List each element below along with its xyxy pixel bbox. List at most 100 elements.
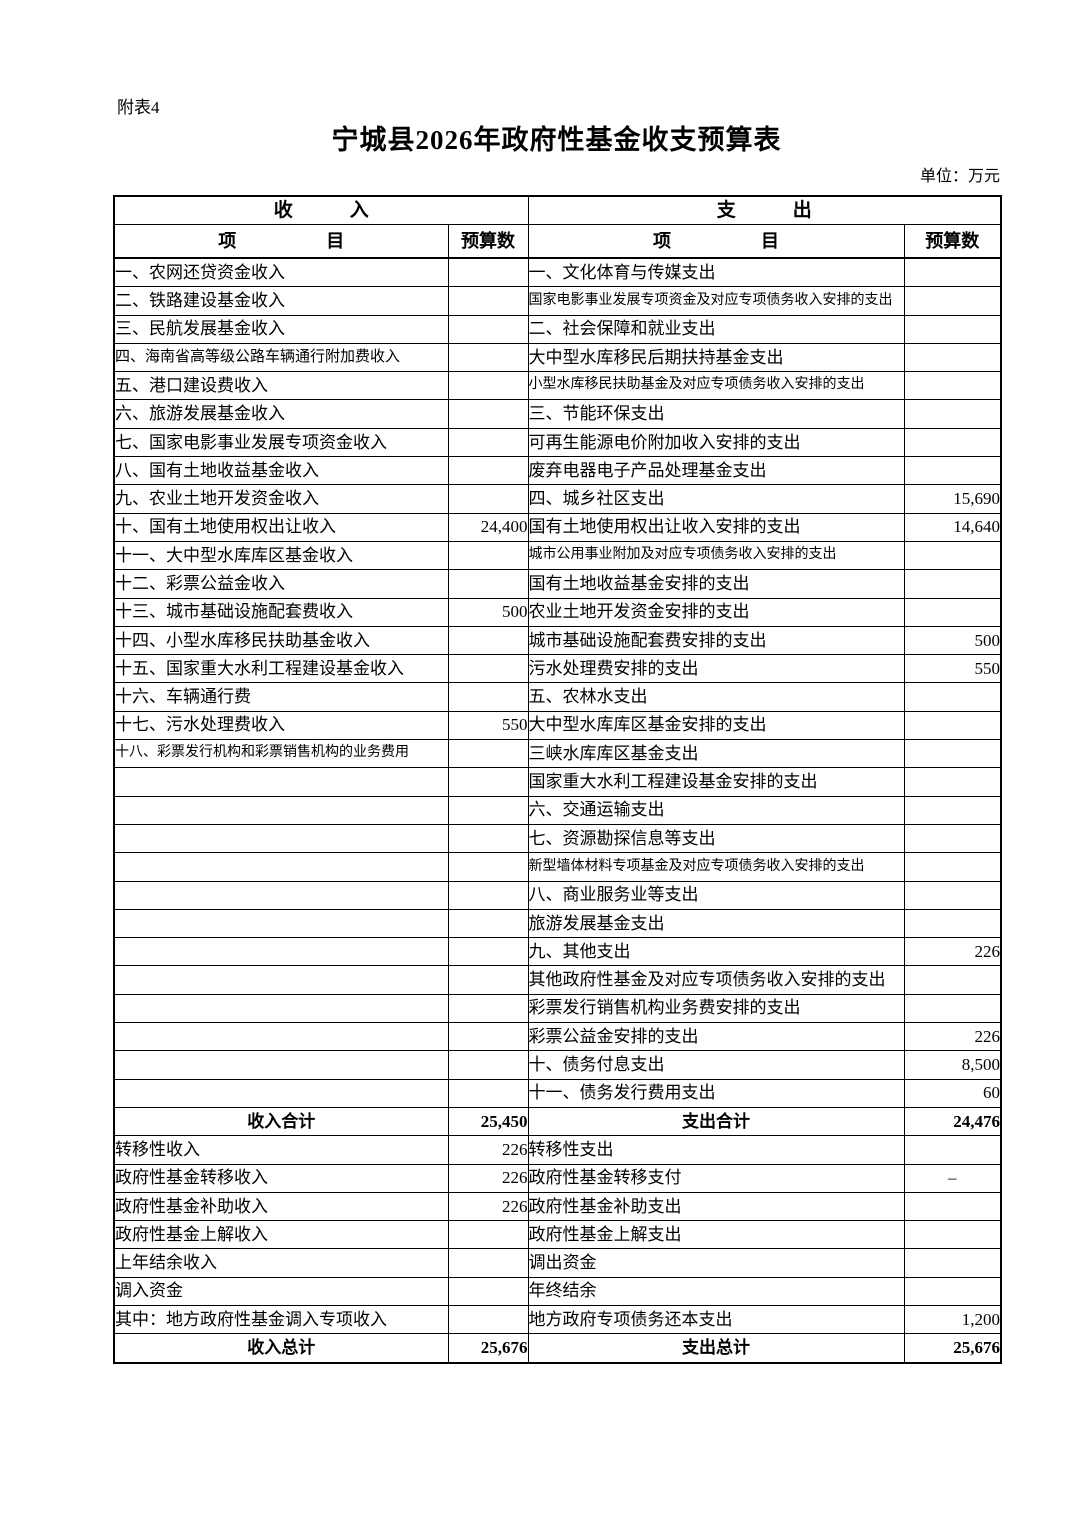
- table-row: 政府性基金上解收入 政府性基金上解支出: [113, 1220, 1002, 1250]
- expenditure-budget-cell: 24,476: [903, 1106, 1002, 1137]
- income-item-cell: 七、国家电影事业发展专项资金收入: [113, 427, 449, 458]
- income-item-cell: 四、海南省高等级公路车辆通行附加费收入: [113, 342, 449, 373]
- income-item-cell: [113, 965, 449, 995]
- income-item-cell: 十四、小型水库移民扶助基金收入: [113, 625, 449, 656]
- table-row: 九、农业土地开发资金收入 四、城乡社区支出 15,690: [113, 484, 1002, 514]
- expenditure-budget-cell: [903, 540, 1002, 571]
- expenditure-item-cell: 五、农林水支出: [527, 682, 905, 712]
- income-budget-cell: [447, 1220, 529, 1250]
- income-item-cell: 政府性基金补助收入: [113, 1191, 449, 1222]
- income-item-cell: 十二、彩票公益金收入: [113, 569, 449, 599]
- expenditure-budget-cell: [903, 427, 1002, 458]
- table-row: 十一、债务发行费用支出 60: [113, 1078, 1002, 1108]
- expenditure-budget-cell: –: [903, 1163, 1002, 1193]
- income-item-cell: 六、旅游发展基金收入: [113, 399, 449, 429]
- income-item-column-header: 项 目: [113, 224, 449, 259]
- expenditure-budget-cell: [903, 569, 1002, 599]
- expenditure-budget-cell: [903, 286, 1002, 316]
- income-budget-cell: [447, 286, 529, 316]
- income-budget-cell: 500: [447, 597, 529, 627]
- expenditure-budget-column-header: 预算数: [903, 224, 1002, 259]
- table-row: 十、债务付息支出 8,500: [113, 1050, 1002, 1080]
- expenditure-budget-cell: 15,690: [903, 484, 1002, 514]
- expenditure-item-cell: 新型墙体材料专项基金及对应专项债务收入安排的支出: [527, 852, 905, 882]
- column-header-row: 项 目 预算数 项 目 预算数: [113, 224, 1002, 259]
- income-item-cell: [113, 993, 449, 1024]
- income-budget-cell: [447, 314, 529, 344]
- expenditure-item-cell: 三、节能环保支出: [527, 399, 905, 429]
- expenditure-item-cell: 八、商业服务业等支出: [527, 880, 905, 910]
- income-item-cell: [113, 795, 449, 825]
- table-row: 二、铁路建设基金收入 国家电影事业发展专项资金及对应专项债务收入安排的支出: [113, 286, 1002, 316]
- expenditure-item-cell: 城市基础设施配套费安排的支出: [527, 625, 905, 656]
- expenditure-budget-cell: [903, 965, 1002, 995]
- page-title: 宁城县2026年政府性基金收支预算表: [331, 125, 782, 155]
- total-row: 收入总计 25,676 支出总计 25,676: [113, 1333, 1002, 1364]
- income-item-cell: 政府性基金上解收入: [113, 1220, 449, 1250]
- income-budget-cell: [447, 625, 529, 656]
- income-budget-cell: 550: [447, 710, 529, 741]
- income-section-header: 收 入: [113, 195, 529, 225]
- expenditure-item-cell: 政府性基金转移支付: [527, 1163, 905, 1193]
- income-budget-cell: [447, 1276, 529, 1306]
- income-budget-cell: 25,676: [447, 1333, 529, 1364]
- table-row: 政府性基金转移收入 226 政府性基金转移支付 –: [113, 1163, 1002, 1193]
- expenditure-budget-cell: 8,500: [903, 1050, 1002, 1080]
- expenditure-item-cell: 城市公用事业附加及对应专项债务收入安排的支出: [527, 540, 905, 571]
- table-row: 六、交通运输支出: [113, 795, 1002, 825]
- table-row: 七、国家电影事业发展专项资金收入 可再生能源电价附加收入安排的支出: [113, 427, 1002, 458]
- expenditure-budget-cell: [903, 739, 1002, 769]
- income-budget-cell: [447, 1304, 529, 1335]
- income-item-cell: [113, 1022, 449, 1052]
- expenditure-budget-cell: [903, 795, 1002, 825]
- expenditure-budget-cell: [903, 342, 1002, 373]
- income-item-cell: 十三、城市基础设施配套费收入: [113, 597, 449, 627]
- income-budget-cell: 24,400: [447, 512, 529, 542]
- expenditure-item-cell: 彩票公益金安排的支出: [527, 1022, 905, 1052]
- table-row: 十七、污水处理费收入 550 大中型水库库区基金安排的支出: [113, 710, 1002, 741]
- income-budget-cell: [447, 795, 529, 825]
- income-item-cell: 九、农业土地开发资金收入: [113, 484, 449, 514]
- table-row: 十三、城市基础设施配套费收入 500 农业土地开发资金安排的支出: [113, 597, 1002, 627]
- income-item-cell: 十八、彩票发行机构和彩票销售机构的业务费用: [113, 739, 449, 769]
- expenditure-item-cell: 七、资源勘探信息等支出: [527, 823, 905, 854]
- table-row: 十一、大中型水库库区基金收入 城市公用事业附加及对应专项债务收入安排的支出: [113, 540, 1002, 571]
- expenditure-budget-cell: [903, 1135, 1002, 1165]
- income-item-cell: [113, 823, 449, 854]
- income-budget-column-header: 预算数: [447, 224, 529, 259]
- expenditure-item-cell: 可再生能源电价附加收入安排的支出: [527, 427, 905, 458]
- expenditure-budget-cell: [903, 767, 1002, 797]
- table-row: 其他政府性基金及对应专项债务收入安排的支出: [113, 965, 1002, 995]
- table-row: 国家重大水利工程建设基金安排的支出: [113, 767, 1002, 797]
- table-row: 十六、车辆通行费 五、农林水支出: [113, 682, 1002, 712]
- expenditure-item-cell: 转移性支出: [527, 1135, 905, 1165]
- income-budget-cell: [447, 456, 529, 486]
- expenditure-budget-cell: 550: [903, 654, 1002, 684]
- table-row: 十、国有土地使用权出让收入 24,400 国有土地使用权出让收入安排的支出 14,64…: [113, 512, 1002, 542]
- income-item-cell: 五、港口建设费收入: [113, 371, 449, 401]
- income-budget-cell: [447, 852, 529, 882]
- table-row: 彩票发行销售机构业务费安排的支出: [113, 993, 1002, 1024]
- expenditure-budget-cell: 25,676: [903, 1333, 1002, 1364]
- expenditure-budget-cell: [903, 710, 1002, 741]
- expenditure-item-cell: 支出总计: [527, 1333, 905, 1364]
- table-row: 旅游发展基金支出: [113, 908, 1002, 939]
- table-row: 五、港口建设费收入 小型水库移民扶助基金及对应专项债务收入安排的支出: [113, 371, 1002, 401]
- income-budget-cell: [447, 1050, 529, 1080]
- expenditure-item-cell: 彩票发行销售机构业务费安排的支出: [527, 993, 905, 1024]
- income-budget-cell: 25,450: [447, 1106, 529, 1137]
- expenditure-budget-cell: [903, 371, 1002, 401]
- income-budget-cell: [447, 540, 529, 571]
- income-item-cell: 一、农网还贷资金收入: [113, 257, 449, 288]
- income-item-cell: 收入总计: [113, 1333, 449, 1364]
- expenditure-budget-cell: [903, 823, 1002, 854]
- expenditure-budget-cell: [903, 682, 1002, 712]
- expenditure-item-cell: 十、债务付息支出: [527, 1050, 905, 1080]
- income-budget-cell: [447, 880, 529, 910]
- expenditure-budget-cell: [903, 597, 1002, 627]
- income-budget-cell: [447, 682, 529, 712]
- income-item-cell: 十一、大中型水库库区基金收入: [113, 540, 449, 571]
- expenditure-item-cell: 三峡水库库区基金支出: [527, 739, 905, 769]
- unit-label: 单位：万元: [919, 168, 1000, 185]
- expenditure-budget-cell: [903, 852, 1002, 882]
